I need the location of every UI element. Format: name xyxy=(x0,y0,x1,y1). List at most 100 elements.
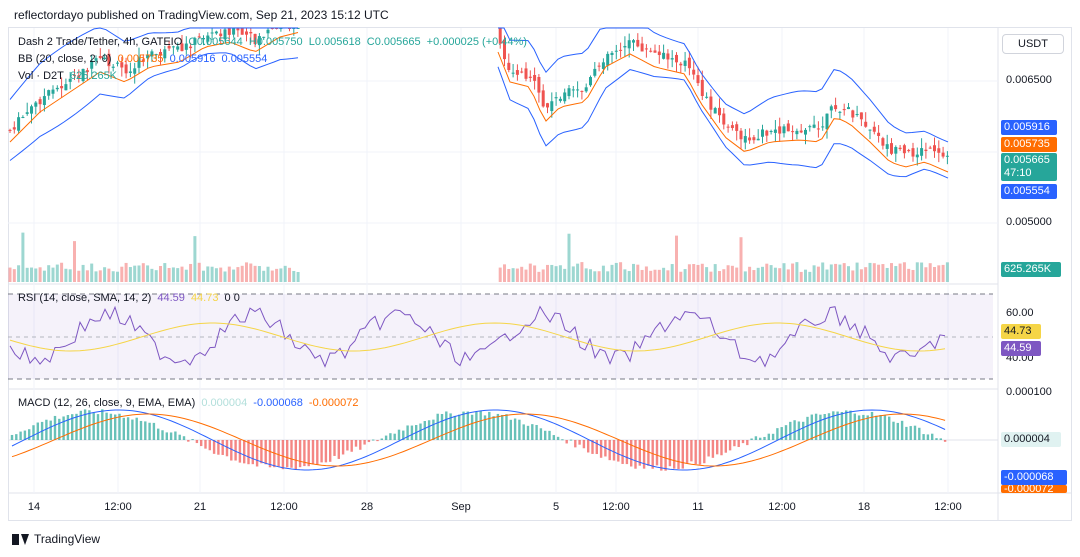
macd-hist-bar xyxy=(574,440,577,448)
candle-body xyxy=(524,68,528,79)
macd-hist-bar xyxy=(870,411,874,440)
macd-hist-bar xyxy=(513,418,517,440)
macd-hist-bar xyxy=(466,411,469,440)
candle-body xyxy=(705,96,709,98)
macd-hist-bar xyxy=(221,440,224,455)
time-tick: 12:00 xyxy=(602,501,630,513)
macd-hist-bar xyxy=(71,414,74,440)
time-tick: 12:00 xyxy=(934,501,962,513)
macd-hist-bar xyxy=(126,417,130,440)
macd-hist-bar xyxy=(49,420,52,440)
candle-body xyxy=(601,62,605,69)
candle-body xyxy=(163,49,167,59)
price-tick: 0.006500 xyxy=(1006,74,1052,86)
volume-bar xyxy=(133,265,137,282)
macd-hist-bar xyxy=(28,429,31,440)
macd-hist-bar xyxy=(522,424,525,440)
volume-bar xyxy=(804,269,807,282)
candle-body xyxy=(894,147,898,154)
macd-hist-bar xyxy=(741,440,745,444)
candle-body xyxy=(94,58,98,61)
volume-bar xyxy=(825,269,829,282)
volume-bar xyxy=(554,266,558,282)
macd-hist-bar xyxy=(389,433,392,440)
macd-hist-bar xyxy=(83,409,87,440)
candle-body xyxy=(597,65,601,67)
volume-bar xyxy=(769,265,773,282)
macd-hist-bar xyxy=(673,440,676,469)
candle-body xyxy=(662,52,666,59)
bb-legend[interactable]: BB (20, close, 2, 0) 0.005735 0.005916 0… xyxy=(18,53,270,66)
volume-bar xyxy=(567,233,571,282)
macd-hist-bar xyxy=(187,440,190,442)
candle-body xyxy=(877,132,881,136)
volume-bar xyxy=(855,262,859,282)
candle-body xyxy=(847,107,850,110)
candle-body xyxy=(576,89,580,91)
candle-body xyxy=(614,50,618,52)
rsi-badge: 44.59 xyxy=(1001,341,1041,356)
macd-hist-bar xyxy=(225,440,229,457)
change-value: +0.000025 (+0.44%) xyxy=(426,36,527,48)
macd-hist-bar xyxy=(651,440,654,469)
volume-bar xyxy=(597,271,601,282)
candle-body xyxy=(51,89,55,94)
volume-bar xyxy=(124,262,128,282)
candle-body xyxy=(12,127,16,130)
macd-hist-bar xyxy=(595,440,598,455)
candle-body xyxy=(68,78,72,82)
macd-hist-bar xyxy=(15,434,18,440)
volume-bar xyxy=(627,271,631,282)
volume-bar xyxy=(176,268,180,282)
macd-hist-bar xyxy=(432,419,435,440)
macd-hist-value: 0.000004 xyxy=(201,397,248,409)
macd-line xyxy=(11,409,946,471)
macd-hist-bar xyxy=(793,420,796,440)
volume-bar xyxy=(692,264,696,282)
candle-body xyxy=(249,31,253,34)
volume-bar xyxy=(808,271,812,282)
volume-legend[interactable]: Vol · D2T 625.265K xyxy=(18,70,120,83)
main-legend[interactable]: Dash 2 Trade/Tether, 4h, GATEIO O0.00564… xyxy=(18,36,530,49)
macd-hist-bar xyxy=(587,440,590,453)
macd-hist-bar xyxy=(630,440,633,467)
candle-body xyxy=(636,39,640,47)
attribution: reflectordayo published on TradingView.c… xyxy=(14,8,389,22)
macd-hist-bar xyxy=(105,412,108,440)
candle-body xyxy=(34,102,38,107)
volume-bar xyxy=(571,266,575,282)
macd-hist-bar xyxy=(264,440,267,465)
volume-bar xyxy=(834,263,838,282)
macd-hist-bar xyxy=(625,440,629,465)
candle-body xyxy=(821,126,825,128)
macd-hist-bar xyxy=(698,440,702,465)
volume-bar xyxy=(812,265,816,282)
footer[interactable]: TradingView xyxy=(12,532,100,546)
currency-button[interactable]: USDT xyxy=(1002,34,1064,54)
volume-bar xyxy=(786,269,790,282)
candle-body xyxy=(941,152,945,157)
macd-hist-bar xyxy=(406,425,409,440)
macd-hist-bar xyxy=(286,440,289,468)
macd-legend[interactable]: MACD (12, 26, close, 9, EMA, EMA) 0.0000… xyxy=(18,397,361,410)
macd-hist-bar xyxy=(681,440,684,469)
macd-hist-bar xyxy=(419,423,422,440)
volume-badge: 625.265K xyxy=(1001,262,1061,277)
macd-hist-bar xyxy=(780,427,783,440)
candle-body xyxy=(206,35,210,42)
macd-hist-bar xyxy=(548,430,551,440)
macd-lines xyxy=(11,409,946,471)
macd-hist-bar xyxy=(182,436,186,440)
volume-bar xyxy=(670,264,674,282)
volume-bar xyxy=(851,270,855,282)
volume-bar xyxy=(593,271,597,282)
macd-hist-bar xyxy=(58,418,61,440)
macd-hist-bar xyxy=(802,421,805,440)
close-badge: 0.005665 47:10 xyxy=(1001,153,1057,181)
volume-bar xyxy=(915,262,919,282)
volume-bar xyxy=(606,271,610,282)
macd-hist-bar xyxy=(814,413,818,440)
rsi-legend[interactable]: RSI (14, close, SMA, 14, 2) 44.59 44.73 … xyxy=(18,292,243,305)
candle-body xyxy=(498,28,502,44)
